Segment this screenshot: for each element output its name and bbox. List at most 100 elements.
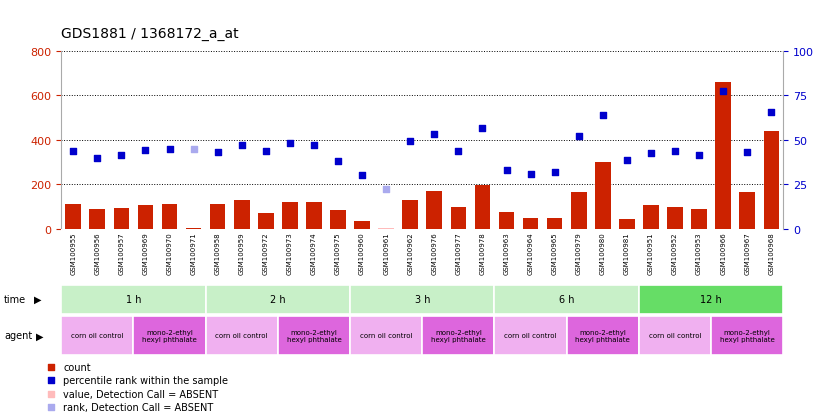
Bar	[65, 205, 81, 229]
Text: GSM100981: GSM100981	[624, 232, 630, 275]
Text: mono-2-ethyl
hexyl phthalate: mono-2-ethyl hexyl phthalate	[431, 329, 486, 342]
Bar	[206, 285, 350, 314]
Text: GSM100964: GSM100964	[528, 232, 534, 274]
Text: ▶: ▶	[34, 294, 42, 304]
Text: corn oil control: corn oil control	[71, 332, 123, 339]
Bar	[402, 200, 418, 229]
Text: GSM100968: GSM100968	[769, 232, 774, 275]
Point	[668, 148, 681, 155]
Bar	[354, 221, 370, 229]
Point	[235, 142, 248, 149]
Bar	[138, 206, 153, 229]
Text: value, Detection Call = ABSENT: value, Detection Call = ABSENT	[64, 389, 219, 399]
Point	[356, 173, 369, 179]
Bar	[566, 316, 639, 355]
Point	[44, 363, 57, 370]
Text: 12 h: 12 h	[700, 294, 722, 304]
Text: mono-2-ethyl
hexyl phthalate: mono-2-ethyl hexyl phthalate	[575, 329, 630, 342]
Bar	[350, 316, 423, 355]
Bar	[186, 228, 202, 229]
Text: GSM100956: GSM100956	[95, 232, 100, 274]
Point	[741, 150, 754, 156]
Bar	[499, 213, 514, 229]
Bar	[716, 83, 731, 229]
Point	[524, 171, 537, 178]
Text: GSM100966: GSM100966	[721, 232, 726, 275]
Text: percentile rank within the sample: percentile rank within the sample	[64, 375, 228, 385]
Point	[308, 142, 321, 149]
Point	[428, 132, 441, 138]
Bar	[619, 219, 635, 229]
Point	[596, 113, 610, 119]
Point	[259, 148, 273, 155]
Text: GSM100962: GSM100962	[407, 232, 413, 274]
Text: GSM100975: GSM100975	[335, 232, 341, 274]
Text: ▶: ▶	[36, 330, 43, 341]
Bar	[711, 316, 783, 355]
Text: GSM100977: GSM100977	[455, 232, 461, 275]
Bar	[523, 218, 539, 229]
Bar	[639, 316, 711, 355]
Text: GSM100980: GSM100980	[600, 232, 605, 275]
Text: 1 h: 1 h	[126, 294, 141, 304]
Bar	[134, 316, 206, 355]
Bar	[764, 131, 779, 229]
Text: GSM100959: GSM100959	[239, 232, 245, 274]
Point	[211, 150, 224, 156]
Point	[115, 153, 128, 159]
Point	[693, 153, 706, 159]
Bar	[162, 205, 177, 229]
Point	[44, 377, 57, 384]
Text: GSM100952: GSM100952	[672, 232, 678, 274]
Text: agent: agent	[4, 330, 33, 341]
Bar	[61, 285, 206, 314]
Bar	[639, 285, 783, 314]
Text: GSM100976: GSM100976	[432, 232, 437, 275]
Bar	[258, 214, 273, 229]
Bar	[61, 316, 134, 355]
Bar	[210, 205, 225, 229]
Point	[452, 148, 465, 155]
Point	[645, 150, 658, 157]
Text: GSM100961: GSM100961	[384, 232, 389, 275]
Text: GSM100978: GSM100978	[480, 232, 486, 275]
Point	[548, 169, 561, 176]
Text: corn oil control: corn oil control	[649, 332, 701, 339]
Text: mono-2-ethyl
hexyl phthalate: mono-2-ethyl hexyl phthalate	[286, 329, 341, 342]
Bar	[206, 316, 277, 355]
Bar	[643, 206, 659, 229]
Bar	[234, 200, 250, 229]
Text: corn oil control: corn oil control	[504, 332, 557, 339]
Point	[500, 167, 513, 174]
Text: 3 h: 3 h	[415, 294, 430, 304]
Bar	[475, 186, 490, 229]
Text: corn oil control: corn oil control	[360, 332, 412, 339]
Bar	[330, 210, 346, 229]
Text: mono-2-ethyl
hexyl phthalate: mono-2-ethyl hexyl phthalate	[720, 329, 774, 342]
Bar	[691, 209, 707, 229]
Text: GSM100970: GSM100970	[166, 232, 172, 275]
Bar	[595, 163, 610, 229]
Bar	[571, 192, 587, 229]
Bar	[427, 192, 442, 229]
Point	[44, 390, 57, 397]
Text: GDS1881 / 1368172_a_at: GDS1881 / 1368172_a_at	[61, 27, 239, 41]
Text: mono-2-ethyl
hexyl phthalate: mono-2-ethyl hexyl phthalate	[142, 329, 197, 342]
Point	[283, 140, 296, 147]
Text: GSM100973: GSM100973	[287, 232, 293, 275]
Text: time: time	[4, 294, 26, 304]
Point	[67, 148, 80, 155]
Text: GSM100958: GSM100958	[215, 232, 220, 274]
Bar	[667, 207, 683, 229]
Point	[139, 147, 152, 154]
Text: 2 h: 2 h	[270, 294, 286, 304]
Point	[91, 155, 104, 161]
Point	[331, 158, 344, 165]
Text: GSM100972: GSM100972	[263, 232, 268, 274]
Text: GSM100955: GSM100955	[70, 232, 76, 274]
Text: GSM100979: GSM100979	[576, 232, 582, 275]
Text: corn oil control: corn oil control	[215, 332, 268, 339]
Point	[572, 134, 585, 140]
Text: GSM100965: GSM100965	[552, 232, 557, 274]
Text: GSM100971: GSM100971	[191, 232, 197, 275]
